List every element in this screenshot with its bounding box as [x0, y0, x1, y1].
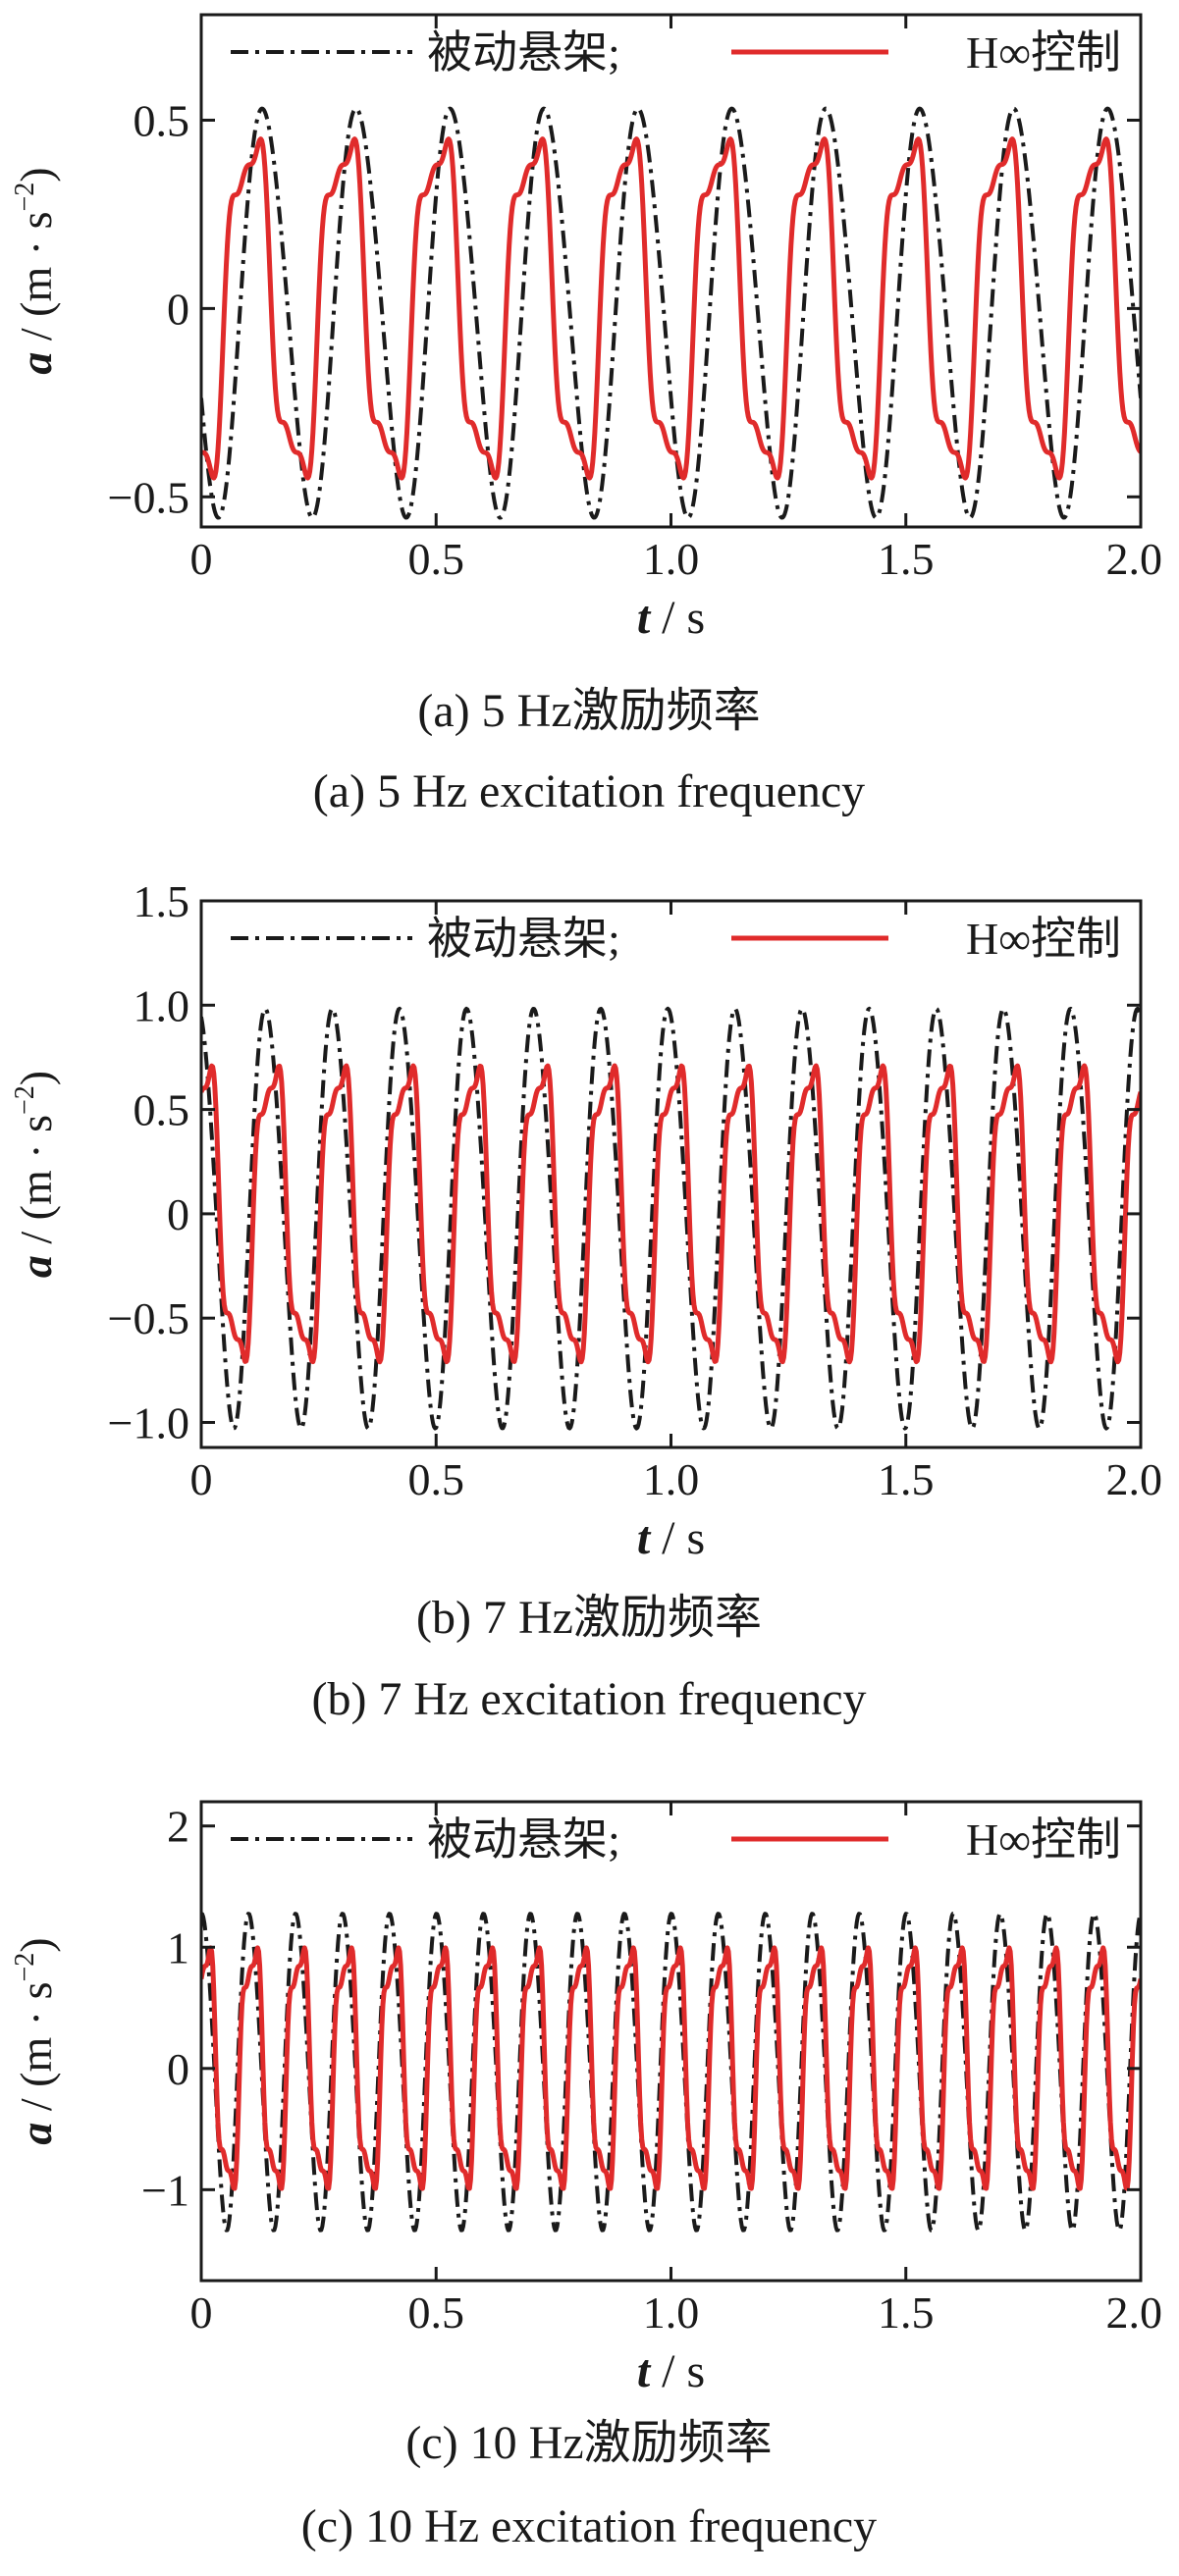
- y-axis-label: a / (m · s−2): [10, 167, 61, 374]
- series-hinf-line: [201, 1063, 1141, 1365]
- y-tick-label: 2: [167, 1802, 189, 1852]
- y-tick-label: −0.5: [108, 472, 189, 522]
- y-axis-label: a / (m · s−2): [10, 1071, 61, 1278]
- y-tick-label: 1.5: [134, 876, 190, 926]
- y-tick-label: 1: [167, 1922, 189, 1972]
- series-hinf-line: [201, 1945, 1141, 2191]
- x-axis-label: t / s: [637, 2345, 705, 2397]
- x-tick-label: 1.5: [878, 534, 935, 584]
- legend-passive-label: 被动悬架;: [427, 914, 620, 964]
- series-passive-line: [201, 106, 1141, 520]
- x-tick-label: 2.0: [1106, 534, 1163, 584]
- y-tick-label: 0: [167, 284, 189, 334]
- x-tick-label: 1.0: [643, 534, 700, 584]
- y-tick-label: 0.5: [134, 95, 190, 145]
- x-axis-label: t / s: [637, 592, 705, 644]
- legend-passive-label: 被动悬架;: [427, 1814, 620, 1865]
- legend-passive-label: 被动悬架;: [427, 27, 620, 78]
- x-tick-label: 0.5: [408, 2287, 465, 2338]
- x-tick-label: 2.0: [1106, 1454, 1163, 1504]
- y-tick-label: −0.5: [108, 1293, 189, 1343]
- series-passive-line: [201, 1006, 1141, 1431]
- series-hinf-line: [201, 136, 1141, 481]
- chart-panel-1: 0 0.5 1.0 1.5 2.0−0.500.5a / (m · s−2)t / s被…: [10, 13, 1163, 817]
- y-tick-label: 0: [167, 2044, 189, 2094]
- y-axis-label: a / (m · s−2): [10, 1937, 61, 2144]
- caption-cn: (c) 10 Hz激励频率: [405, 2417, 772, 2469]
- y-tick-label: 1.0: [134, 980, 190, 1030]
- x-tick-label: 1.0: [643, 2287, 700, 2338]
- x-tick-label: 0.5: [408, 534, 465, 584]
- chart-panel-3: 0 0.5 1.0 1.5 2.0 −1 0 1 2 a / (m · s−2) t / s 被动悬架…: [10, 1800, 1163, 2552]
- plot-frame: [199, 1800, 1143, 2283]
- legend: 被动悬架; H∞控制: [231, 1814, 1121, 1865]
- x-tick-label: 0: [190, 1454, 213, 1504]
- x-tick-label: 1.0: [643, 1454, 700, 1504]
- plot-frame: [199, 899, 1143, 1449]
- x-tick-label: 1.5: [878, 2287, 935, 2338]
- x-tick-label: 1.5: [878, 1454, 935, 1504]
- legend: 被动悬架; H∞控制: [231, 27, 1121, 78]
- x-tick-label: 2.0: [1106, 2287, 1163, 2338]
- caption-en: (a) 5 Hz excitation frequency: [313, 765, 865, 817]
- x-tick-label: 0: [190, 2287, 213, 2338]
- legend-hinf-label: H∞控制: [966, 914, 1121, 964]
- legend-hinf-label: H∞控制: [966, 27, 1121, 78]
- series-passive-line: [201, 1912, 1141, 2233]
- caption-en: (b) 7 Hz excitation frequency: [311, 1673, 866, 1725]
- caption-en: (c) 10 Hz excitation frequency: [301, 2500, 877, 2552]
- x-tick-label: 0: [190, 534, 213, 584]
- caption-cn: (b) 7 Hz激励频率: [416, 1592, 762, 1644]
- legend: 被动悬架; H∞控制: [231, 914, 1121, 964]
- x-tick-label: 0.5: [408, 1454, 465, 1504]
- legend-hinf-label: H∞控制: [966, 1814, 1121, 1865]
- x-axis-label: t / s: [637, 1512, 705, 1564]
- y-tick-label: −1: [141, 2165, 189, 2215]
- y-tick-label: 0: [167, 1189, 189, 1239]
- caption-cn: (a) 5 Hz激励频率: [417, 685, 760, 737]
- chart-panel-2: 0 0.5 1.0 1.5 2.0 −1.0 −0.5 0 0.5 1.0 1.5 a / (m · …: [10, 876, 1162, 1725]
- y-tick-label: 0.5: [134, 1085, 190, 1135]
- y-tick-label: −1.0: [108, 1397, 189, 1447]
